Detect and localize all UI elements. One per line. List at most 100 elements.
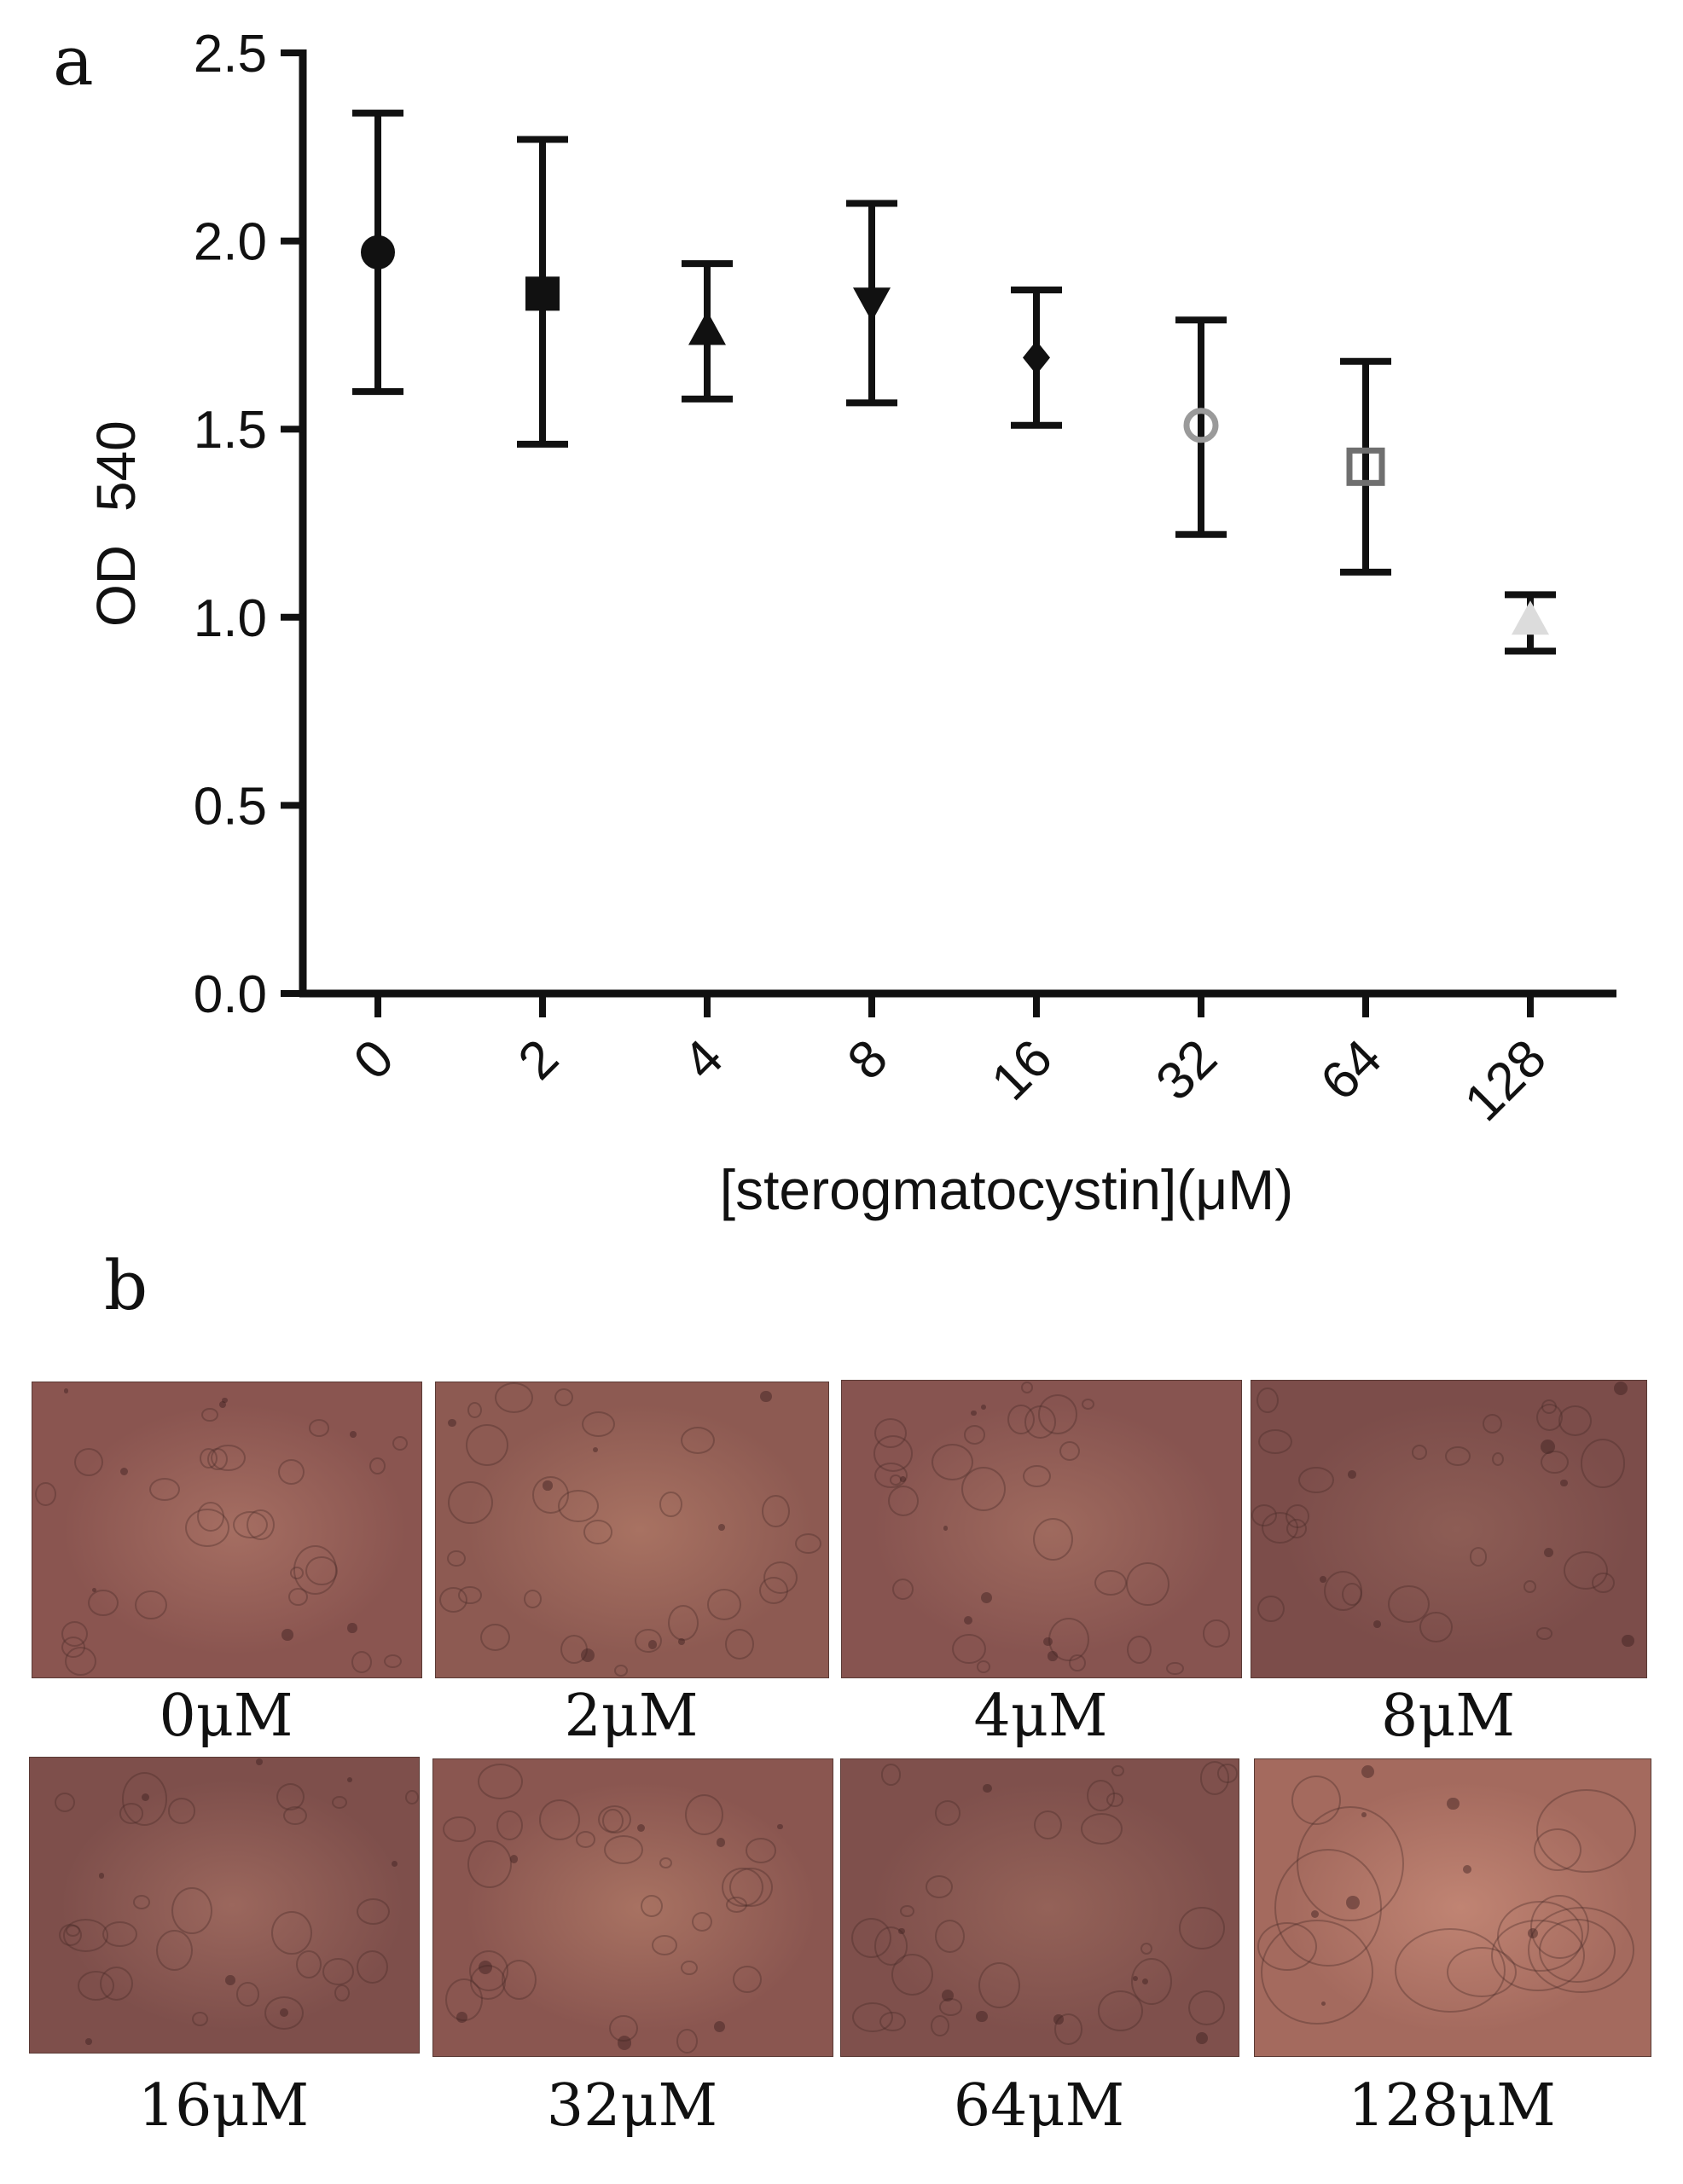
- cell-shape: [1412, 1445, 1428, 1460]
- cell-shape: [1535, 1789, 1637, 1873]
- debris-dot: [141, 1793, 150, 1801]
- debris-dot: [1310, 1910, 1319, 1919]
- cell-shape: [1536, 1626, 1553, 1640]
- debris-dot: [943, 1526, 949, 1531]
- cell-shape: [1023, 1464, 1051, 1487]
- cell-shape: [102, 1920, 138, 1947]
- cell-shape: [889, 1474, 902, 1486]
- debris-dot: [980, 1404, 986, 1410]
- debris-dot: [971, 1410, 977, 1416]
- cell-shape: [293, 1545, 337, 1595]
- micrograph-image: [29, 1757, 420, 2054]
- debris-dot: [1446, 1797, 1460, 1810]
- cell-shape: [762, 1495, 790, 1527]
- cell-shape: [978, 1962, 1020, 2009]
- od-chart: 0.0 0.5 1.0 1.5 2.0 2.5 OD 540 0 2 4 8 16 32 64 128 [ste…: [85, 25, 1616, 1221]
- micrograph-caption: 16μM: [137, 2072, 310, 2140]
- cell-shape: [891, 1578, 914, 1600]
- cell-shape: [447, 1550, 466, 1567]
- cell-shape: [1034, 1810, 1063, 1839]
- cell-shape: [191, 2012, 208, 2027]
- cell-shape: [874, 1462, 908, 1488]
- cell-shape: [201, 1407, 218, 1422]
- debris-dot: [1527, 1927, 1539, 1938]
- cell-shape: [1111, 1765, 1124, 1777]
- cell-shape: [887, 1486, 920, 1516]
- cell-shape: [1217, 1764, 1238, 1783]
- cell-shape: [583, 1520, 612, 1544]
- y-tick-label: 0.0: [194, 965, 267, 1024]
- cell-shape: [448, 1480, 493, 1525]
- cell-shape: [405, 1790, 419, 1805]
- cell-shape: [1021, 1382, 1033, 1393]
- micrograph-image: [841, 1380, 1242, 1678]
- cell-shape: [331, 1795, 347, 1809]
- data-point: [1346, 447, 1385, 486]
- cell-shape: [351, 1650, 373, 1674]
- micrograph-image: [435, 1382, 829, 1678]
- cell-shape: [707, 1589, 742, 1620]
- debris-dot: [677, 1637, 685, 1645]
- y-tick-label: 2.0: [194, 213, 267, 272]
- cell-shape: [575, 1831, 596, 1849]
- data-point: [1512, 600, 1549, 635]
- debris-dot: [1373, 1620, 1381, 1628]
- cell-shape: [1388, 1584, 1431, 1624]
- data-point: [525, 276, 560, 311]
- cell-shape: [1580, 1439, 1626, 1488]
- cell-shape: [728, 1868, 773, 1908]
- cell-shape: [1024, 1405, 1056, 1439]
- data-point: [688, 310, 726, 345]
- debris-dot: [759, 1390, 772, 1403]
- debris-dot: [1043, 1637, 1053, 1647]
- cell-shape: [62, 1919, 109, 1952]
- cell-shape: [1558, 1405, 1592, 1437]
- cell-shape: [931, 1443, 974, 1481]
- cell-shape: [1394, 1928, 1506, 2013]
- cell-shape: [960, 1466, 1007, 1512]
- cell-shape: [1126, 1635, 1152, 1664]
- cell-shape: [121, 1772, 167, 1826]
- cell-shape: [676, 2029, 698, 2054]
- debris-dot: [617, 2036, 632, 2051]
- debris-dot: [543, 1480, 553, 1491]
- cell-shape: [384, 1654, 403, 1669]
- cell-shape: [156, 1930, 193, 1972]
- debris-dot: [63, 1388, 69, 1393]
- x-tick-label: 32: [1145, 1028, 1228, 1112]
- micrograph-caption: 4μM: [973, 1683, 1108, 1750]
- y-tick-label: 1.0: [194, 589, 267, 648]
- x-axis-label: [sterogmatocystin](μM): [720, 1158, 1294, 1221]
- cell-shape: [88, 1589, 119, 1617]
- cell-shape: [538, 1799, 581, 1841]
- cell-shape: [467, 1401, 483, 1418]
- debris-dot: [1613, 1381, 1628, 1395]
- micrograph-image: [432, 1758, 833, 2057]
- data-point: [1183, 408, 1219, 443]
- debris-dot: [85, 2038, 92, 2045]
- debris-dot: [1560, 1479, 1568, 1487]
- cell-shape: [582, 1411, 616, 1437]
- cell-shape: [308, 1418, 330, 1437]
- x-tick-label: 16: [980, 1028, 1064, 1112]
- cell-shape: [891, 1953, 934, 1996]
- debris-dot: [718, 1524, 725, 1532]
- cell-shape: [850, 1917, 891, 1958]
- debris-dot: [350, 1431, 357, 1438]
- cell-shape: [1203, 1619, 1230, 1648]
- cell-shape: [759, 1577, 789, 1604]
- cell-shape: [692, 1911, 712, 1932]
- cell-shape: [524, 1590, 543, 1609]
- debris-dot: [1142, 1978, 1149, 1985]
- micrograph-caption: 64μM: [953, 2072, 1125, 2140]
- debris-dot: [255, 1758, 263, 1766]
- cell-shape: [135, 1590, 167, 1620]
- debris-dot: [1622, 1635, 1634, 1648]
- cell-shape: [247, 1509, 275, 1541]
- x-tick-label: 64: [1309, 1028, 1393, 1112]
- cell-shape: [900, 1904, 915, 1918]
- cell-shape: [1257, 1595, 1285, 1622]
- cell-shape: [235, 1981, 260, 2007]
- data-point: [853, 287, 891, 322]
- cell-shape: [1033, 1517, 1074, 1561]
